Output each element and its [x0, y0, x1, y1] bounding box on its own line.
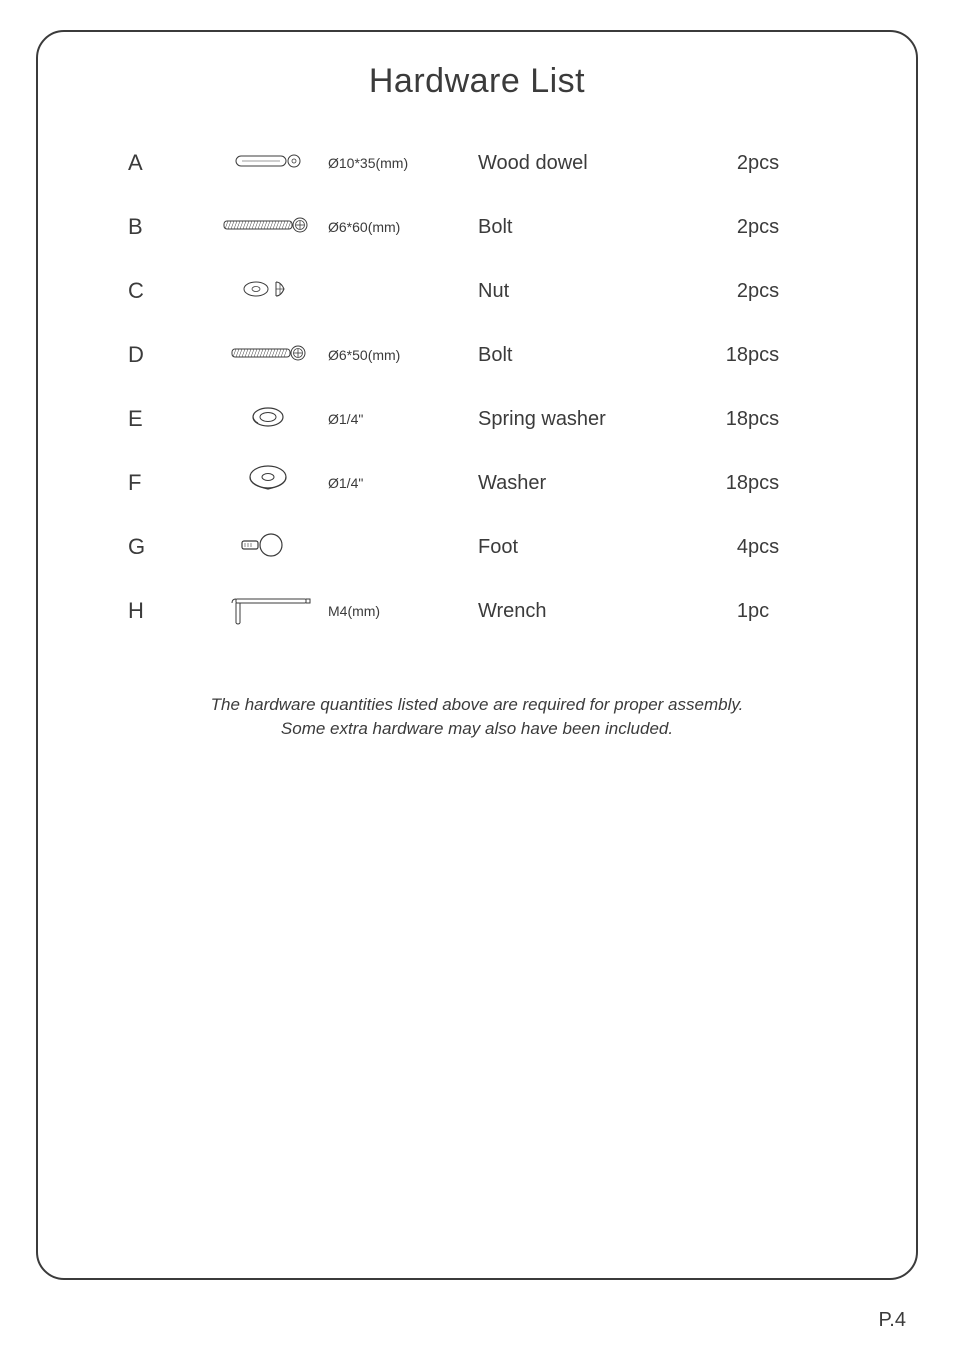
bolt_long-icon: [208, 195, 328, 259]
item-qty: 2: [708, 259, 748, 323]
foot-icon: [208, 515, 328, 579]
page-number: P.4: [879, 1309, 906, 1332]
item-spec: Ø6*60(mm): [328, 195, 478, 259]
item-spec: M4(mm): [328, 579, 478, 643]
item-qty: 18: [708, 451, 748, 515]
item-unit: pcs: [748, 131, 798, 195]
item-spec: [328, 259, 478, 323]
item-unit: pcs: [748, 195, 798, 259]
item-name: Bolt: [478, 323, 708, 387]
item-letter: H: [128, 579, 208, 643]
item-name: Wrench: [478, 579, 708, 643]
item-letter: B: [128, 195, 208, 259]
item-letter: E: [128, 387, 208, 451]
nut-icon: [208, 259, 328, 323]
item-qty: 1: [708, 579, 748, 643]
item-unit: pcs: [748, 515, 798, 579]
item-letter: C: [128, 259, 208, 323]
item-spec: Ø6*50(mm): [328, 323, 478, 387]
item-unit: pcs: [748, 323, 798, 387]
item-qty: 2: [708, 131, 748, 195]
footnote: The hardware quantities listed above are…: [88, 693, 866, 741]
wrench-icon: [208, 579, 328, 643]
page: Hardware List A Ø10*35(mm) Wood dowel 2 …: [0, 0, 954, 1350]
item-letter: A: [128, 131, 208, 195]
item-letter: G: [128, 515, 208, 579]
item-unit: pcs: [748, 259, 798, 323]
item-spec: Ø1/4": [328, 387, 478, 451]
item-name: Foot: [478, 515, 708, 579]
hardware-row: E Ø1/4" Spring washer 18 pcs: [128, 387, 798, 451]
item-spec: Ø1/4": [328, 451, 478, 515]
item-name: Nut: [478, 259, 708, 323]
content-frame: Hardware List A Ø10*35(mm) Wood dowel 2 …: [36, 30, 918, 1280]
item-letter: F: [128, 451, 208, 515]
item-qty: 18: [708, 387, 748, 451]
dowel-icon: [208, 131, 328, 195]
hardware-row: H M4(mm) Wrench 1 pc: [128, 579, 798, 643]
washer-icon: [208, 451, 328, 515]
hardware-row: D Ø6*50(mm) Bolt 18 pcs: [128, 323, 798, 387]
item-qty: 2: [708, 195, 748, 259]
item-unit: pcs: [748, 387, 798, 451]
item-qty: 18: [708, 323, 748, 387]
item-name: Washer: [478, 451, 708, 515]
hardware-row: A Ø10*35(mm) Wood dowel 2 pcs: [128, 131, 798, 195]
item-qty: 4: [708, 515, 748, 579]
item-name: Spring washer: [478, 387, 708, 451]
hardware-row: B Ø6*60(mm) Bolt 2 pcs: [128, 195, 798, 259]
item-unit: pcs: [748, 451, 798, 515]
hardware-row: C Nut 2 pcs: [128, 259, 798, 323]
page-title: Hardware List: [88, 62, 866, 101]
hardware-row: F Ø1/4" Washer 18 pcs: [128, 451, 798, 515]
hardware-row: G Foot 4 pcs: [128, 515, 798, 579]
item-letter: D: [128, 323, 208, 387]
item-name: Wood dowel: [478, 131, 708, 195]
item-unit: pc: [748, 579, 798, 643]
bolt_short-icon: [208, 323, 328, 387]
item-spec: Ø10*35(mm): [328, 131, 478, 195]
item-spec: [328, 515, 478, 579]
footnote-line2: Some extra hardware may also have been i…: [281, 719, 673, 738]
spring_washer-icon: [208, 387, 328, 451]
item-name: Bolt: [478, 195, 708, 259]
footnote-line1: The hardware quantities listed above are…: [211, 695, 744, 714]
hardware-table: A Ø10*35(mm) Wood dowel 2 pcs B Ø6*60(mm…: [128, 131, 798, 643]
